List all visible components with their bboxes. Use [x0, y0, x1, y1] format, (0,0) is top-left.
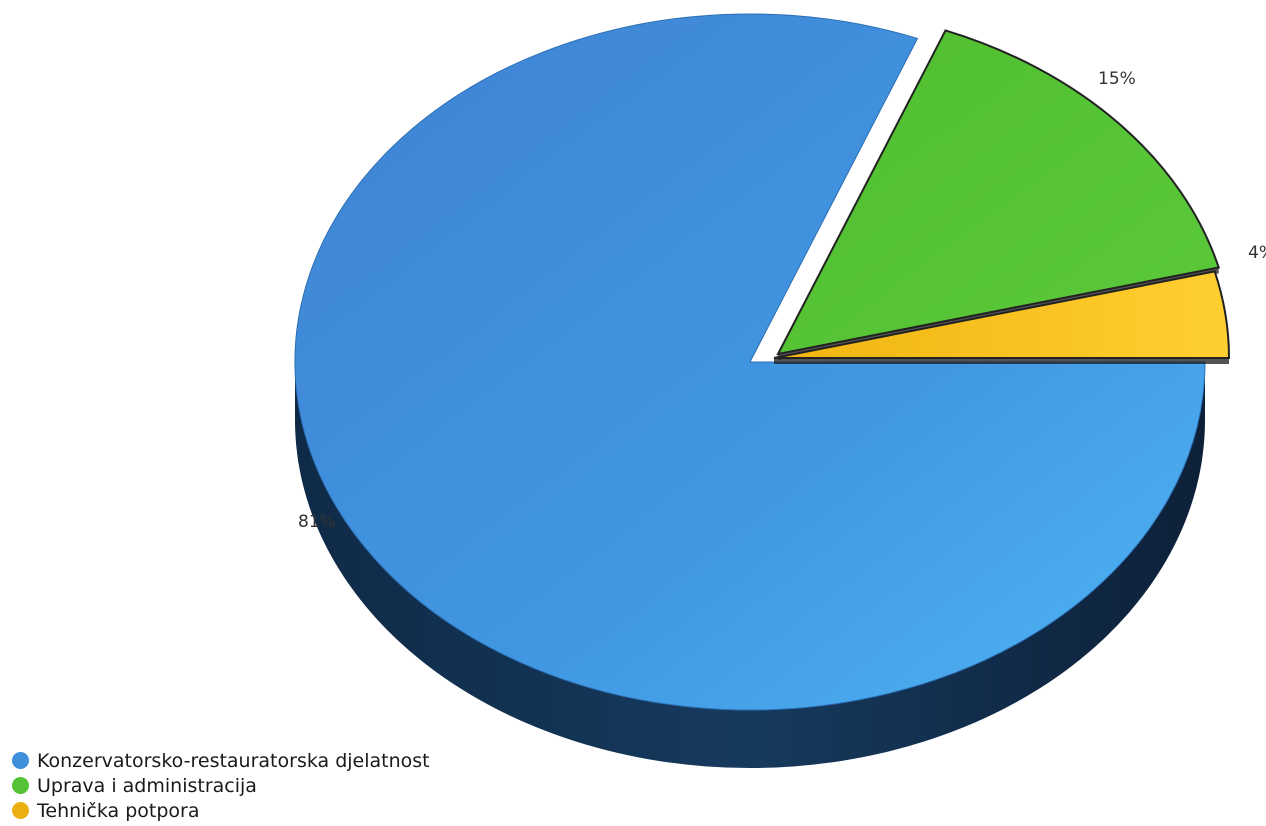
legend: Konzervatorsko-restauratorska djelatnost… [12, 748, 430, 823]
data-label-3: 4% [1248, 243, 1266, 263]
legend-label: Konzervatorsko-restauratorska djelatnost [37, 749, 430, 772]
slice-uprava-i-administracija [776, 29, 1221, 356]
data-label-1: 81% [298, 512, 336, 532]
legend-label: Tehnička potpora [37, 799, 200, 822]
slice-konzervatorsko-restauratorska-side [295, 362, 1205, 768]
legend-label: Uprava i administracija [37, 774, 257, 797]
legend-item: Uprava i administracija [12, 773, 430, 798]
legend-marker-icon [12, 802, 29, 819]
legend-marker-icon [12, 777, 29, 794]
data-label-2: 15% [1098, 69, 1136, 89]
slice-konzervatorsko-restauratorska [294, 13, 1206, 711]
legend-item: Konzervatorsko-restauratorska djelatnost [12, 748, 430, 773]
slice-tehnicka-potpora-edge [774, 358, 1229, 364]
legend-marker-icon [12, 752, 29, 769]
slice-tehnicka-potpora [773, 270, 1231, 359]
legend-item: Tehnička potpora [12, 798, 430, 823]
